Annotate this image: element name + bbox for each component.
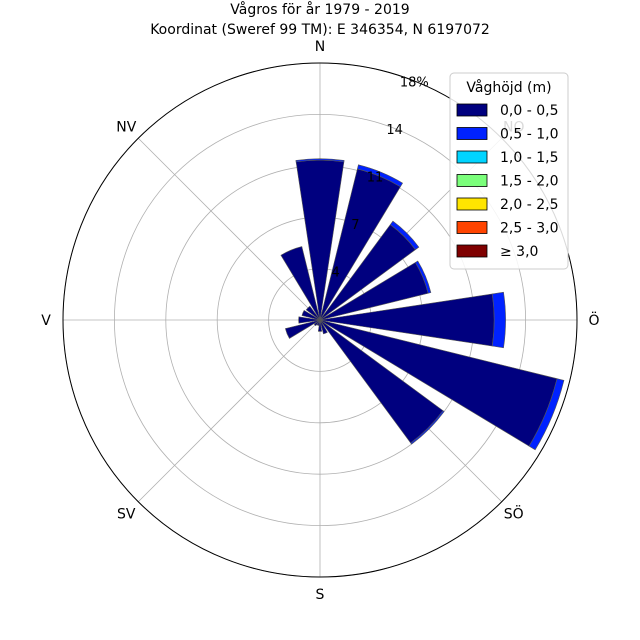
legend-swatch xyxy=(456,221,488,234)
rose-bar xyxy=(295,158,345,163)
rose-bar xyxy=(295,159,345,321)
legend: Våghöjd (m) 0,0 - 0,5 0,5 - 1,0 1,0 - 1,5 1… xyxy=(449,72,569,270)
ring-labels: 4 7 11 14 18% xyxy=(332,76,429,281)
ring-label: 14 xyxy=(386,123,403,138)
rose-bar xyxy=(414,260,432,294)
rose-bar xyxy=(284,319,321,339)
grid-spoke xyxy=(137,137,321,321)
direction-label: NV xyxy=(116,119,136,135)
rose-bar xyxy=(491,291,506,349)
direction-label: S xyxy=(316,587,325,603)
chart-subtitle: Koordinat (Sweref 99 TM): E 346354, N 61… xyxy=(150,22,490,38)
rose-bar xyxy=(319,319,328,335)
legend-label: 0,0 - 0,5 xyxy=(500,103,558,119)
legend-title: Våghöjd (m) xyxy=(466,79,551,96)
legend-label: 0,5 - 1,0 xyxy=(500,127,558,143)
legend-label: 1,0 - 1,5 xyxy=(500,150,558,166)
direction-label: SÖ xyxy=(504,505,524,523)
chart-title: Vågros för år 1979 - 2019 xyxy=(230,1,409,18)
rose-bar xyxy=(410,410,445,445)
legend-swatch xyxy=(456,197,488,211)
legend-swatch xyxy=(456,244,488,258)
ring-label: 4 xyxy=(332,266,340,281)
direction-label: N xyxy=(315,39,325,55)
rose-bar xyxy=(280,246,321,321)
legend-swatch xyxy=(456,127,488,140)
legend-swatch xyxy=(456,174,488,187)
rose-bar xyxy=(357,164,404,188)
rose-bar xyxy=(298,316,321,324)
ring-label: 7 xyxy=(351,218,359,233)
legend-label: 2,0 - 2,5 xyxy=(500,197,558,213)
direction-label: Ö xyxy=(588,311,599,329)
rose-bar xyxy=(319,319,558,447)
outer-ring xyxy=(62,62,578,578)
direction-label: V xyxy=(41,313,51,329)
legend-swatch xyxy=(456,150,488,164)
rose-bar xyxy=(313,319,321,327)
rose-bars xyxy=(280,158,565,451)
rose-bar xyxy=(317,319,323,332)
legend-swatch xyxy=(456,103,488,117)
rose-bar xyxy=(301,310,321,321)
rose-bar xyxy=(528,378,565,451)
rose-bar xyxy=(389,220,420,251)
rose-bar xyxy=(319,293,495,347)
direction-label: SV xyxy=(117,507,136,523)
grid-spoke xyxy=(137,319,321,503)
ring-label: 11 xyxy=(367,171,384,186)
ring-label: 18% xyxy=(400,76,429,91)
rose-bar xyxy=(305,305,321,321)
legend-frame xyxy=(449,72,569,270)
legend-label: 2,5 - 3,0 xyxy=(500,221,558,237)
legend-label: ≥ 3,0 xyxy=(500,244,538,260)
legend-label: 1,5 - 2,0 xyxy=(500,174,558,190)
